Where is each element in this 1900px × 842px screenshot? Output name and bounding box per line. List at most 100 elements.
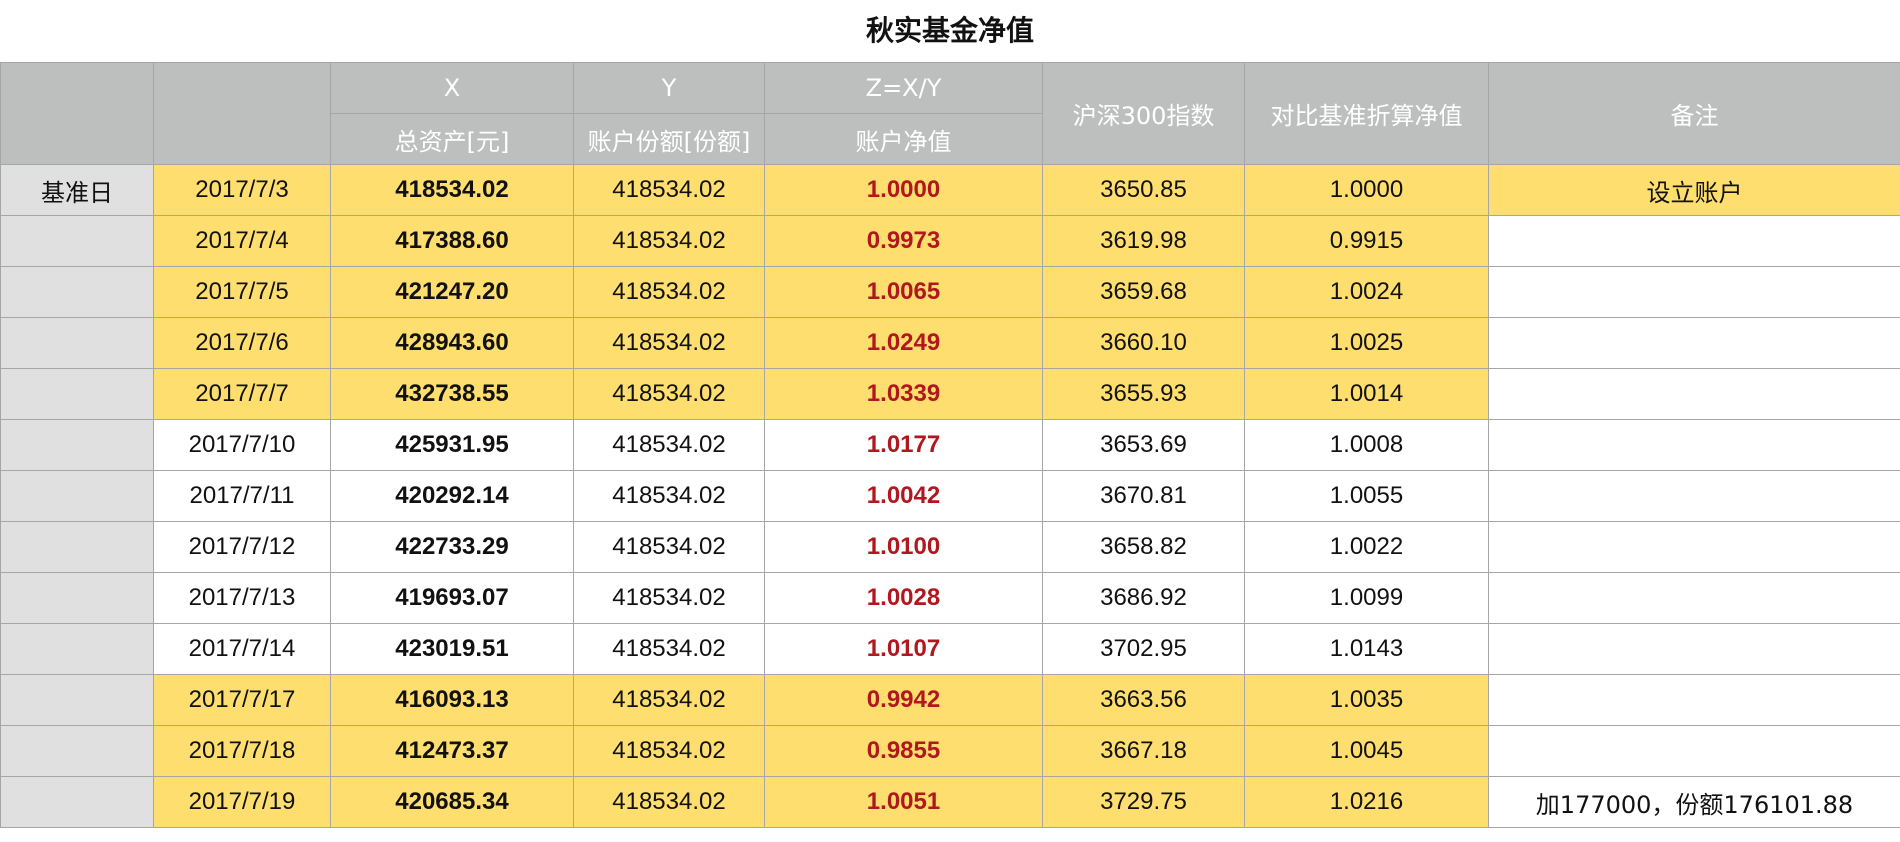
cell-total-assets[interactable]: 428943.60: [330, 317, 574, 369]
cell-total-assets[interactable]: 422733.29: [330, 521, 574, 573]
cell-date[interactable]: 2017/7/14: [153, 623, 331, 675]
cell-index[interactable]: 3659.68: [1042, 266, 1245, 318]
cell-adjusted-nav[interactable]: 1.0045: [1244, 725, 1489, 777]
cell-nav[interactable]: 1.0065: [764, 266, 1043, 318]
cell-index[interactable]: 3686.92: [1042, 572, 1245, 624]
cell-note[interactable]: 加177000，份额176101.88: [1488, 776, 1900, 828]
cell-shares[interactable]: 418534.02: [573, 521, 765, 573]
cell-total-assets[interactable]: 420292.14: [330, 470, 574, 522]
header-nav[interactable]: 账户净值: [764, 113, 1043, 165]
cell-side-label[interactable]: [0, 776, 154, 828]
cell-shares[interactable]: 418534.02: [573, 725, 765, 777]
cell-side-label[interactable]: 基准日: [0, 164, 154, 216]
cell-note[interactable]: [1488, 572, 1900, 624]
cell-note[interactable]: [1488, 674, 1900, 726]
cell-nav[interactable]: 1.0000: [764, 164, 1043, 216]
cell-nav[interactable]: 0.9855: [764, 725, 1043, 777]
cell-total-assets[interactable]: 423019.51: [330, 623, 574, 675]
cell-shares[interactable]: 418534.02: [573, 674, 765, 726]
cell-index[interactable]: 3667.18: [1042, 725, 1245, 777]
cell-side-label[interactable]: [0, 674, 154, 726]
cell-nav[interactable]: 1.0177: [764, 419, 1043, 471]
cell-date[interactable]: 2017/7/3: [153, 164, 331, 216]
header-note[interactable]: 备注: [1488, 62, 1900, 165]
cell-note[interactable]: [1488, 368, 1900, 420]
cell-shares[interactable]: 418534.02: [573, 572, 765, 624]
cell-adjusted-nav[interactable]: 1.0099: [1244, 572, 1489, 624]
cell-note[interactable]: [1488, 266, 1900, 318]
cell-adjusted-nav[interactable]: 0.9915: [1244, 215, 1489, 267]
cell-side-label[interactable]: [0, 572, 154, 624]
cell-note[interactable]: [1488, 470, 1900, 522]
cell-nav[interactable]: 1.0249: [764, 317, 1043, 369]
cell-note[interactable]: [1488, 521, 1900, 573]
cell-nav[interactable]: 1.0028: [764, 572, 1043, 624]
cell-nav[interactable]: 1.0051: [764, 776, 1043, 828]
cell-adjusted-nav[interactable]: 1.0008: [1244, 419, 1489, 471]
cell-note[interactable]: [1488, 419, 1900, 471]
cell-side-label[interactable]: [0, 215, 154, 267]
cell-total-assets[interactable]: 425931.95: [330, 419, 574, 471]
cell-nav[interactable]: 1.0100: [764, 521, 1043, 573]
cell-side-label[interactable]: [0, 623, 154, 675]
cell-nav[interactable]: 1.0107: [764, 623, 1043, 675]
header-date[interactable]: [153, 62, 331, 165]
cell-index[interactable]: 3619.98: [1042, 215, 1245, 267]
header-x[interactable]: X: [330, 62, 574, 114]
cell-side-label[interactable]: [0, 266, 154, 318]
cell-side-label[interactable]: [0, 521, 154, 573]
cell-adjusted-nav[interactable]: 1.0143: [1244, 623, 1489, 675]
header-adjusted-nav[interactable]: 对比基准折算净值: [1244, 62, 1489, 165]
cell-index[interactable]: 3650.85: [1042, 164, 1245, 216]
cell-shares[interactable]: 418534.02: [573, 623, 765, 675]
cell-date[interactable]: 2017/7/7: [153, 368, 331, 420]
cell-index[interactable]: 3663.56: [1042, 674, 1245, 726]
cell-shares[interactable]: 418534.02: [573, 317, 765, 369]
cell-date[interactable]: 2017/7/11: [153, 470, 331, 522]
cell-note[interactable]: [1488, 623, 1900, 675]
cell-date[interactable]: 2017/7/12: [153, 521, 331, 573]
header-y[interactable]: Y: [573, 62, 765, 114]
header-index[interactable]: 沪深300指数: [1042, 62, 1245, 165]
cell-side-label[interactable]: [0, 419, 154, 471]
cell-note[interactable]: [1488, 317, 1900, 369]
cell-side-label[interactable]: [0, 470, 154, 522]
cell-date[interactable]: 2017/7/6: [153, 317, 331, 369]
cell-total-assets[interactable]: 419693.07: [330, 572, 574, 624]
cell-nav[interactable]: 0.9973: [764, 215, 1043, 267]
cell-nav[interactable]: 1.0339: [764, 368, 1043, 420]
cell-index[interactable]: 3660.10: [1042, 317, 1245, 369]
cell-note[interactable]: [1488, 725, 1900, 777]
cell-index[interactable]: 3702.95: [1042, 623, 1245, 675]
cell-shares[interactable]: 418534.02: [573, 470, 765, 522]
cell-date[interactable]: 2017/7/5: [153, 266, 331, 318]
cell-date[interactable]: 2017/7/18: [153, 725, 331, 777]
cell-side-label[interactable]: [0, 368, 154, 420]
cell-nav[interactable]: 1.0042: [764, 470, 1043, 522]
cell-date[interactable]: 2017/7/4: [153, 215, 331, 267]
cell-index[interactable]: 3658.82: [1042, 521, 1245, 573]
cell-side-label[interactable]: [0, 725, 154, 777]
cell-date[interactable]: 2017/7/17: [153, 674, 331, 726]
header-z[interactable]: Z=X/Y: [764, 62, 1043, 114]
cell-adjusted-nav[interactable]: 1.0022: [1244, 521, 1489, 573]
cell-adjusted-nav[interactable]: 1.0035: [1244, 674, 1489, 726]
cell-note[interactable]: [1488, 215, 1900, 267]
header-shares[interactable]: 账户份额[份额]: [573, 113, 765, 165]
cell-total-assets[interactable]: 432738.55: [330, 368, 574, 420]
cell-shares[interactable]: 418534.02: [573, 266, 765, 318]
cell-adjusted-nav[interactable]: 1.0024: [1244, 266, 1489, 318]
cell-total-assets[interactable]: 417388.60: [330, 215, 574, 267]
cell-date[interactable]: 2017/7/19: [153, 776, 331, 828]
cell-total-assets[interactable]: 421247.20: [330, 266, 574, 318]
cell-shares[interactable]: 418534.02: [573, 164, 765, 216]
cell-total-assets[interactable]: 412473.37: [330, 725, 574, 777]
header-total-assets[interactable]: 总资产[元]: [330, 113, 574, 165]
cell-adjusted-nav[interactable]: 1.0216: [1244, 776, 1489, 828]
cell-total-assets[interactable]: 418534.02: [330, 164, 574, 216]
cell-total-assets[interactable]: 420685.34: [330, 776, 574, 828]
cell-shares[interactable]: 418534.02: [573, 776, 765, 828]
cell-index[interactable]: 3653.69: [1042, 419, 1245, 471]
cell-shares[interactable]: 418534.02: [573, 368, 765, 420]
cell-shares[interactable]: 418534.02: [573, 215, 765, 267]
